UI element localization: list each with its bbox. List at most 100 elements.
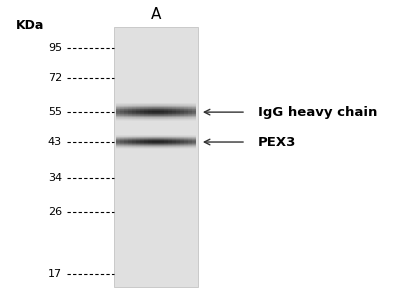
Bar [160, 141, 164, 142]
Bar [132, 105, 136, 106]
Bar [180, 103, 184, 104]
Bar [164, 111, 168, 112]
Bar [172, 144, 176, 145]
Bar [184, 112, 188, 113]
Bar [132, 111, 136, 112]
Bar [128, 107, 132, 108]
Bar [160, 142, 164, 143]
Bar [140, 108, 144, 109]
Bar [184, 118, 188, 119]
Bar [140, 117, 144, 118]
Text: 17: 17 [48, 269, 62, 279]
Bar [172, 143, 176, 144]
Bar [144, 113, 148, 114]
Bar [176, 138, 180, 139]
Bar [140, 110, 144, 111]
Bar [168, 144, 172, 145]
Bar [172, 115, 176, 116]
Bar [164, 119, 168, 120]
Bar [168, 109, 172, 110]
Bar [184, 116, 188, 117]
Bar [192, 115, 196, 116]
Bar [188, 135, 192, 136]
Bar [192, 147, 196, 148]
Bar [132, 120, 136, 121]
Bar [140, 114, 144, 115]
Bar [172, 137, 176, 138]
Bar [120, 146, 124, 147]
Bar [128, 113, 132, 114]
Bar [124, 147, 128, 148]
Bar [136, 110, 140, 111]
Bar [176, 112, 180, 113]
Bar [120, 141, 124, 142]
Bar [120, 105, 124, 106]
Bar [132, 119, 136, 120]
Bar [192, 114, 196, 115]
Bar [184, 109, 188, 110]
Bar [124, 140, 128, 141]
Bar [172, 119, 176, 120]
Bar [176, 104, 180, 105]
Bar [180, 111, 184, 112]
Bar [180, 106, 184, 107]
Bar [160, 105, 164, 106]
Bar [188, 105, 192, 106]
Bar [192, 112, 196, 113]
Bar [136, 107, 140, 108]
Bar [144, 115, 148, 116]
Bar [188, 119, 192, 120]
Bar [156, 142, 160, 143]
Bar [144, 148, 148, 149]
Bar [116, 118, 120, 119]
Bar [124, 105, 128, 106]
Bar [184, 119, 188, 120]
Bar [184, 140, 188, 141]
Bar [172, 114, 176, 115]
Bar [116, 147, 120, 148]
Bar [148, 145, 152, 146]
Bar [148, 103, 152, 104]
Bar [152, 135, 156, 136]
Bar [124, 120, 128, 121]
Bar [136, 114, 140, 115]
Text: PEX3: PEX3 [258, 135, 296, 149]
Bar [128, 140, 132, 141]
Bar [132, 103, 136, 104]
Bar [176, 110, 180, 111]
Bar [124, 138, 128, 139]
Bar [156, 119, 160, 120]
Bar [132, 108, 136, 109]
Bar [128, 136, 132, 137]
Bar [116, 116, 120, 117]
Text: A: A [151, 7, 161, 22]
Bar [136, 104, 140, 105]
Bar [132, 143, 136, 144]
Bar [192, 138, 196, 139]
Bar [140, 111, 144, 112]
Bar [160, 110, 164, 111]
Bar [168, 143, 172, 144]
Bar [156, 144, 160, 145]
Bar [184, 136, 188, 137]
Bar [156, 146, 160, 147]
Bar [152, 136, 156, 137]
Bar [148, 118, 152, 119]
Bar [140, 116, 144, 117]
Bar [180, 105, 184, 106]
Bar [164, 135, 168, 136]
Bar [116, 137, 120, 138]
Bar [116, 135, 120, 136]
Bar [184, 103, 188, 104]
Bar [160, 145, 164, 146]
Bar [132, 106, 136, 107]
Bar [164, 113, 168, 114]
Bar [168, 105, 172, 106]
Bar [164, 106, 168, 107]
Bar [172, 147, 176, 148]
Bar [176, 146, 180, 147]
Bar [124, 108, 128, 109]
Bar [184, 117, 188, 118]
Bar [152, 118, 156, 119]
Bar [192, 108, 196, 109]
